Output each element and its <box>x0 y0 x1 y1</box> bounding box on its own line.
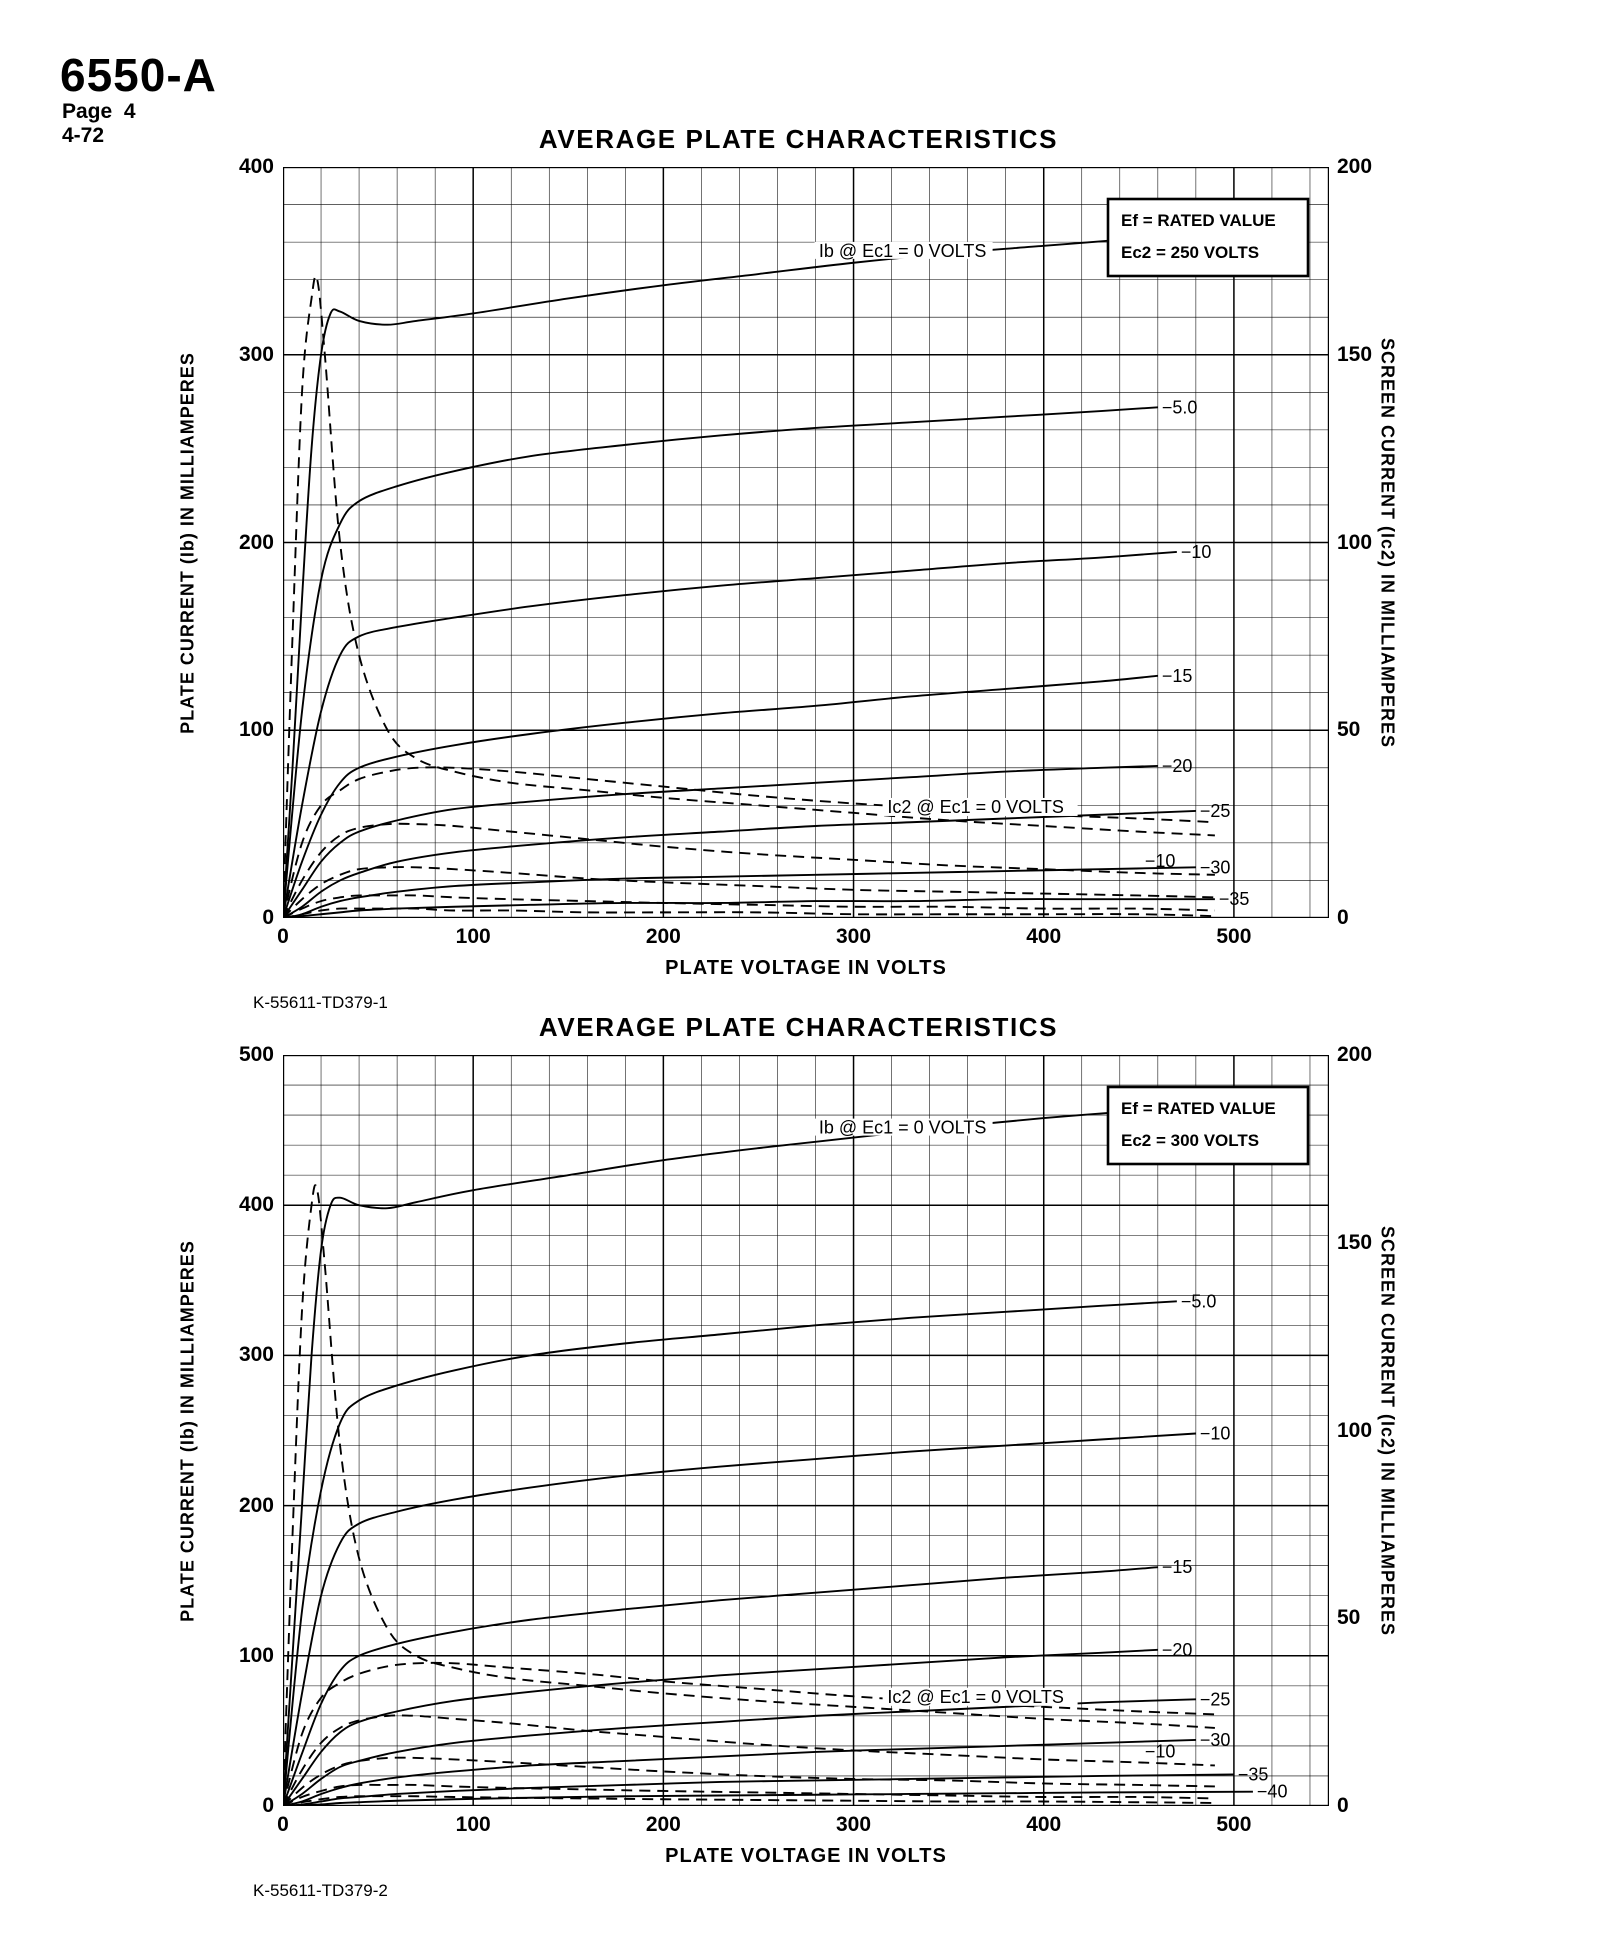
svg-text:−40: −40 <box>1257 1782 1288 1802</box>
svg-text:−15: −15 <box>1162 1557 1193 1577</box>
svg-text:−10: −10 <box>1145 1741 1176 1761</box>
svg-text:−5.0: −5.0 <box>1162 397 1198 417</box>
svg-text:Ec2 = 300 VOLTS: Ec2 = 300 VOLTS <box>1121 1131 1259 1150</box>
svg-text:−20: −20 <box>1162 1640 1193 1660</box>
svg-text:−10: −10 <box>1200 1424 1231 1444</box>
svg-text:Ib @ Ec1 = 0 VOLTS: Ib @ Ec1 = 0 VOLTS <box>819 241 987 261</box>
svg-text:Ef = RATED VALUE: Ef = RATED VALUE <box>1121 211 1276 230</box>
svg-text:−15: −15 <box>1162 666 1193 686</box>
svg-text:Ic2 @ Ec1 = 0 VOLTS: Ic2 @ Ec1 = 0 VOLTS <box>887 797 1064 817</box>
svg-text:−20: −20 <box>1162 756 1193 776</box>
svg-text:−30: −30 <box>1200 857 1231 877</box>
svg-text:Ib @ Ec1 = 0 VOLTS: Ib @ Ec1 = 0 VOLTS <box>819 1118 987 1138</box>
svg-text:−35: −35 <box>1219 889 1250 909</box>
svg-text:−10: −10 <box>1181 542 1212 562</box>
svg-text:Ec2 = 250 VOLTS: Ec2 = 250 VOLTS <box>1121 243 1259 262</box>
svg-text:Ef = RATED VALUE: Ef = RATED VALUE <box>1121 1099 1276 1118</box>
svg-text:−10: −10 <box>1145 851 1176 871</box>
svg-text:−25: −25 <box>1200 801 1231 821</box>
svg-text:−5.0: −5.0 <box>1181 1291 1217 1311</box>
svg-text:−30: −30 <box>1200 1730 1231 1750</box>
svg-text:−25: −25 <box>1200 1689 1231 1709</box>
svg-text:Ic2 @ Ec1 = 0 VOLTS: Ic2 @ Ec1 = 0 VOLTS <box>887 1687 1064 1707</box>
